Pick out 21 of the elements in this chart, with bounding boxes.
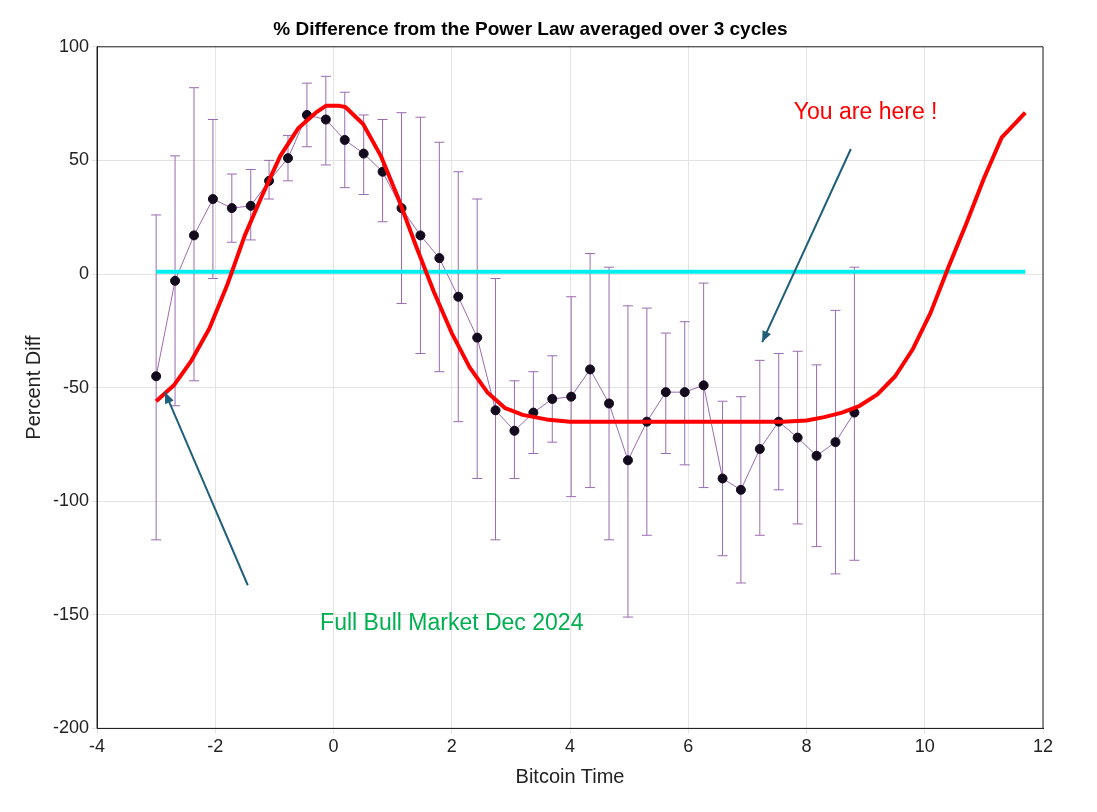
y-tick-label: -200 [53, 717, 90, 738]
y-tick-label: 50 [69, 149, 90, 170]
y-tick-label: -50 [63, 376, 90, 397]
chart-title: % Difference from the Power Law averaged over 3 cycles [273, 17, 788, 39]
y-axis-title: Percent Diff [21, 335, 44, 440]
y-tick-label: 100 [58, 35, 90, 56]
x-tick-label: -2 [207, 736, 224, 757]
annotation: Full Bull Market Dec 2024 [320, 609, 584, 636]
x-tick-label: 6 [683, 736, 694, 757]
x-tick-label: 0 [328, 736, 339, 757]
x-tick-label: 12 [1032, 736, 1054, 757]
y-tick-label: 0 [79, 262, 90, 283]
x-tick-label: -4 [89, 736, 106, 757]
y-tick-label: -150 [53, 603, 90, 624]
x-tick-label: 4 [565, 736, 576, 757]
y-tick-label: -100 [53, 490, 90, 511]
x-axis-title: Bitcoin Time [515, 764, 625, 787]
annotation: You are here ! [793, 98, 938, 125]
x-tick-label: 2 [446, 736, 457, 757]
x-tick-label: 8 [801, 736, 812, 757]
x-tick-label: 10 [914, 736, 935, 757]
